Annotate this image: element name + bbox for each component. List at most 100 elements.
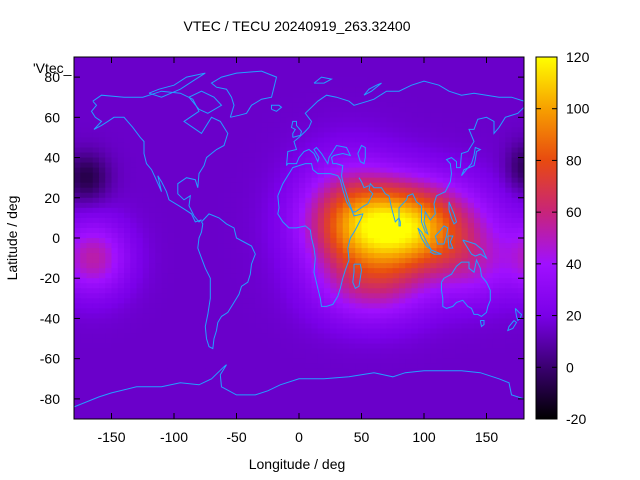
heatmap-cell [192,147,200,154]
heatmap-cell [336,112,344,118]
heatmap-cell [255,303,263,309]
heatmap-cell [205,72,213,78]
heatmap-cell [111,288,119,294]
heatmap-cell [211,383,219,390]
heatmap-cell [130,278,138,284]
heatmap-cell [355,132,363,139]
heatmap-cell [105,182,113,189]
heatmap-cell [130,87,138,93]
heatmap-cell [242,142,250,149]
heatmap-cell [461,107,469,113]
heatmap-cell [411,197,419,204]
heatmap-cell [124,383,131,390]
heatmap-cell [192,353,200,360]
heatmap-cell [467,197,475,204]
heatmap-cell [430,77,438,83]
heatmap-cell [386,137,394,144]
heatmap-cell [442,207,450,214]
heatmap-cell [211,212,219,219]
heatmap-cell [511,202,519,209]
heatmap-cell [92,112,100,118]
heatmap-cell [99,328,106,335]
heatmap-cell [261,57,269,63]
heatmap-cell [211,122,219,128]
heatmap-cell [474,253,481,259]
heatmap-cell [367,122,375,128]
heatmap-cell [299,378,306,385]
heatmap-cell [192,293,200,299]
heatmap-cell [517,373,524,380]
heatmap-cell [411,187,419,194]
heatmap-cell [336,222,344,229]
heatmap-cell [286,308,294,315]
heatmap-cell [367,308,375,315]
heatmap-cell [192,398,200,405]
heatmap-cell [311,112,319,118]
heatmap-cell [74,57,81,63]
heatmap-cell [374,378,381,385]
heatmap-cell [486,187,494,194]
heatmap-cell [455,293,463,299]
heatmap-cell [124,192,131,199]
heatmap-cell [192,137,200,144]
heatmap-cell [242,368,250,375]
heatmap-cell [242,212,250,219]
heatmap-cell [167,112,175,118]
heatmap-cell [280,97,288,103]
heatmap-cell [149,298,156,304]
heatmap-cell [392,318,400,325]
heatmap-cell [330,122,338,128]
heatmap-cell [517,283,524,289]
heatmap-cell [205,167,213,174]
heatmap-cell [455,308,463,315]
heatmap-cell [167,348,175,355]
heatmap-cell [461,273,469,279]
heatmap-cell [399,378,406,385]
heatmap-cell [311,87,319,93]
heatmap-cell [274,353,281,360]
heatmap-cell [486,393,494,400]
heatmap-cell [299,102,306,108]
heatmap-cell [124,273,131,279]
heatmap-cell [249,343,256,350]
heatmap-cell [161,147,169,154]
heatmap-cell [386,157,394,164]
heatmap-cell [280,343,288,350]
heatmap-cell [436,388,444,395]
heatmap-cell [242,62,250,68]
heatmap-cell [205,97,213,103]
heatmap-cell [405,82,413,88]
heatmap-cell [167,77,175,83]
heatmap-cell [486,62,494,68]
heatmap-cell [517,92,524,98]
heatmap-cell [267,97,275,103]
heatmap-cell [92,273,100,279]
heatmap-cell [386,388,394,395]
heatmap-cell [405,238,413,244]
heatmap-cell [124,132,131,139]
heatmap-cell [455,72,463,78]
heatmap-cell [199,182,206,189]
heatmap-cell [499,97,506,103]
heatmap-cell [336,212,344,219]
heatmap-cell [255,227,263,234]
heatmap-cell [136,333,144,340]
heatmap-cell [86,172,94,179]
heatmap-cell [205,333,213,340]
heatmap-cell [361,283,369,289]
heatmap-cell [192,363,200,370]
heatmap-cell [74,368,81,375]
heatmap-cell [267,243,275,249]
heatmap-cell [224,263,231,269]
heatmap-cell [136,212,144,219]
heatmap-cell [86,207,94,214]
heatmap-cell [255,348,263,355]
heatmap-cell [174,162,181,169]
heatmap-cell [405,67,413,73]
heatmap-cell [242,207,250,214]
heatmap-cell [355,293,363,299]
heatmap-cell [449,172,456,179]
heatmap-cell [349,142,356,149]
heatmap-cell [199,393,206,400]
heatmap-cell [274,238,281,244]
